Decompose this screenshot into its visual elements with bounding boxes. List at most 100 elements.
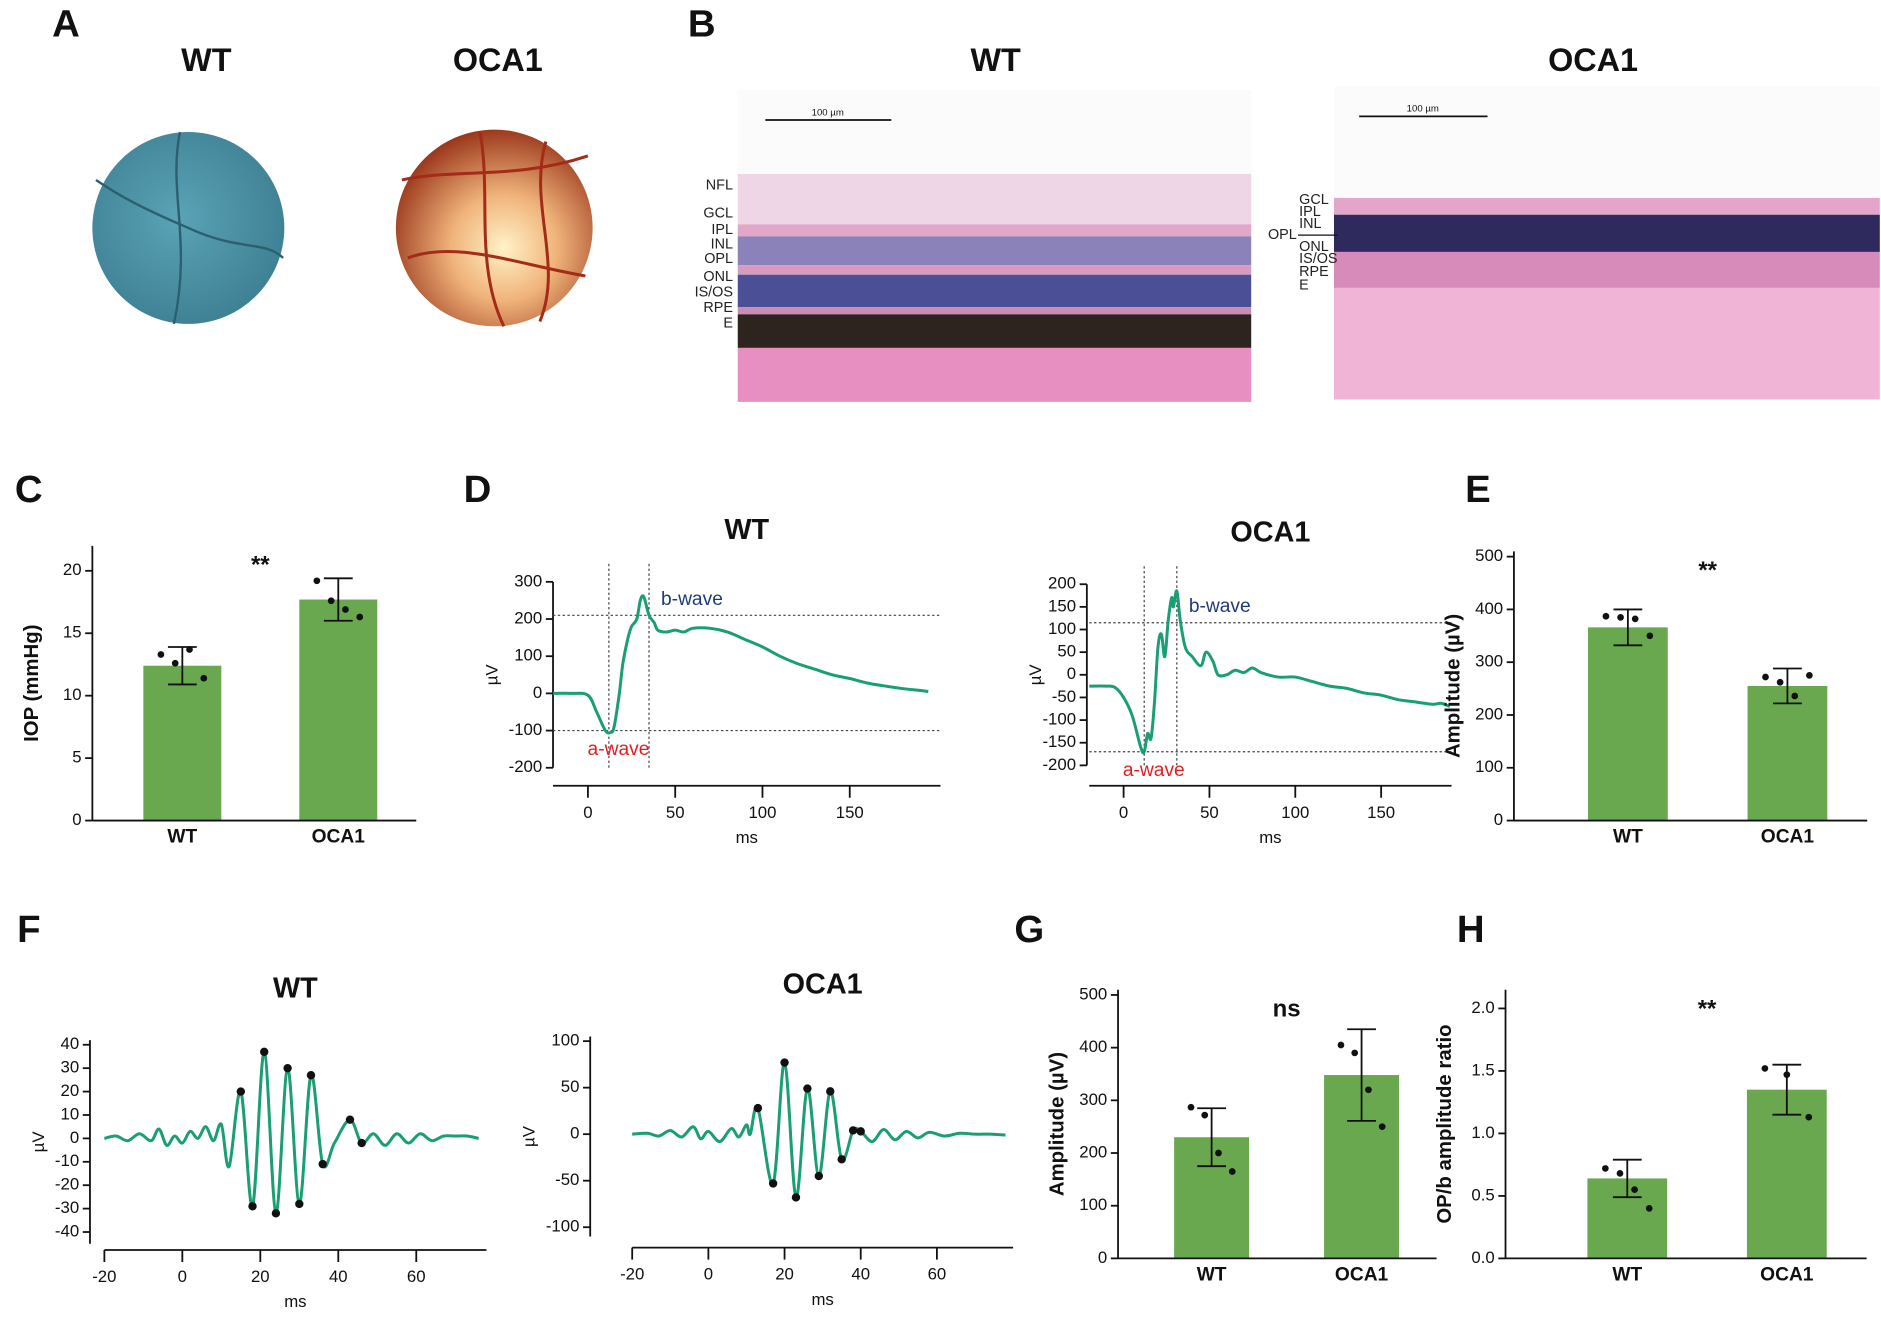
data-point	[186, 646, 193, 653]
layer-label: E	[723, 316, 733, 332]
histology-title: WT	[971, 42, 1022, 78]
y-tick-label: 100	[551, 1031, 579, 1050]
chart-title: WT	[724, 514, 769, 546]
y-axis-label: µV	[520, 1125, 539, 1147]
layer-label: IPL	[1299, 204, 1321, 220]
x-tick-label: OCA1	[1760, 1264, 1814, 1285]
layer-label: IS/OS	[695, 285, 733, 301]
x-tick-label: 0	[704, 1265, 713, 1284]
y-tick-label: 40	[61, 1034, 80, 1053]
data-point	[1761, 1065, 1769, 1072]
y-tick-label: 0	[70, 1128, 79, 1147]
bar	[143, 665, 222, 821]
peak-marker	[236, 1087, 246, 1096]
chart-title: OCA1	[783, 969, 863, 1001]
fundus-image	[395, 129, 593, 327]
y-tick-label: 0	[72, 810, 81, 829]
y-tick-label: 0	[1098, 1248, 1107, 1267]
y-tick-label: -100	[546, 1217, 580, 1236]
y-tick-label: 10	[61, 1104, 80, 1123]
y-tick-label: 0	[570, 1124, 579, 1143]
peak-marker	[753, 1103, 763, 1113]
data-point	[356, 613, 364, 621]
x-tick-label: 50	[1200, 803, 1219, 822]
layer-label: INL	[1299, 216, 1321, 232]
histology-image	[737, 86, 1880, 402]
data-point	[171, 659, 179, 667]
y-tick-label: 1.0	[1471, 1123, 1494, 1142]
y-tick-label: -200	[509, 757, 543, 776]
data-point	[1601, 1165, 1609, 1172]
x-axis-label: ms	[811, 1290, 833, 1309]
layer-label: OPL	[704, 251, 733, 267]
error-bar	[1197, 1107, 1227, 1168]
bar	[1587, 627, 1668, 821]
data-point	[1617, 613, 1624, 621]
peak-marker	[306, 1070, 316, 1080]
data-point	[1602, 612, 1610, 620]
bar	[299, 599, 378, 821]
panel-letter: A	[52, 3, 80, 46]
y-tick-label: -20	[55, 1175, 79, 1194]
y-tick-label: 150	[1048, 596, 1076, 615]
panel-letter: G	[1014, 908, 1044, 951]
panel-letter: H	[1457, 908, 1485, 951]
bar	[1747, 685, 1828, 821]
panel-letter: F	[17, 908, 40, 951]
layer-label: OPL	[1268, 227, 1297, 243]
y-axis-label: IOP (mmHg)	[21, 625, 43, 742]
peak-marker	[318, 1159, 327, 1169]
peak-marker	[271, 1209, 281, 1218]
y-tick-label: -100	[509, 720, 543, 739]
y-tick-label: 50	[1057, 642, 1076, 661]
data-point	[1631, 1186, 1638, 1194]
x-tick-label: OCA1	[1335, 1264, 1389, 1285]
layer-label: NFL	[706, 178, 733, 194]
layer-label: ONL	[1299, 239, 1329, 255]
y-tick-label: 100	[1475, 757, 1503, 776]
y-tick-label: -30	[55, 1198, 79, 1217]
data-point	[1762, 673, 1769, 681]
y-tick-label: 30	[61, 1058, 80, 1077]
x-tick-label: WT	[1613, 826, 1643, 847]
y-tick-label: 300	[1079, 1090, 1107, 1109]
panel-letter: D	[464, 468, 492, 511]
peak-marker	[803, 1084, 812, 1093]
data-point	[1201, 1111, 1209, 1119]
data-point	[1365, 1086, 1372, 1094]
bar	[1746, 1089, 1827, 1259]
annotation: **	[1698, 995, 1717, 1022]
wave-label: a-wave	[588, 739, 650, 760]
y-tick-label: 100	[1048, 619, 1076, 638]
peak-marker	[848, 1126, 858, 1135]
x-tick-label: WT	[1612, 1264, 1642, 1285]
y-tick-label: 500	[1475, 546, 1503, 565]
scale-bar-label: 100 µm	[812, 107, 844, 118]
data-point	[1776, 678, 1784, 686]
y-tick-label: 2.0	[1471, 998, 1494, 1017]
wave-label: b-wave	[1189, 596, 1251, 617]
y-tick-label: 500	[1079, 984, 1107, 1003]
x-tick-label: -20	[620, 1265, 644, 1284]
y-tick-label: 200	[1079, 1142, 1107, 1161]
peak-marker	[283, 1063, 292, 1073]
x-tick-label: OCA1	[1761, 826, 1815, 847]
wave-label: b-wave	[661, 589, 723, 610]
peak-marker	[345, 1115, 355, 1124]
layer-label: E	[1299, 277, 1309, 293]
data-point	[1646, 632, 1654, 640]
y-axis-label: OP/b amplitude ratio	[1434, 1024, 1456, 1223]
data-point	[327, 597, 335, 605]
data-point	[157, 651, 165, 658]
x-tick-label: OCA1	[312, 826, 366, 847]
peak-marker	[814, 1171, 824, 1181]
error-bar	[1347, 1028, 1376, 1122]
peak-marker	[768, 1179, 778, 1188]
peak-marker	[780, 1058, 789, 1067]
line	[553, 594, 929, 735]
x-tick-label: 40	[329, 1267, 348, 1286]
x-tick-label: 40	[851, 1265, 870, 1284]
fundus-title: OCA1	[453, 42, 543, 78]
fundus-title: WT	[181, 42, 232, 78]
